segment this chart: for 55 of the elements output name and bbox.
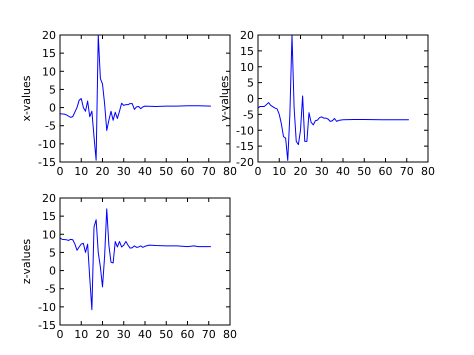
line-series [60,35,212,161]
y-tick-label: -15 [38,156,56,169]
y-axis-title: x-values [20,75,33,122]
y-tick-label: 10 [240,60,254,74]
y-tick-label: -20 [236,156,254,169]
x-tick-label: 70 [202,328,216,341]
y-tick-label: 0 [49,102,56,115]
y-tick-label: 0 [247,92,254,106]
y-tick-label: -5 [45,282,56,296]
x-tick-label: 60 [180,165,194,178]
x-tick-label: 10 [74,165,88,178]
y-tick-label: 20 [42,29,56,42]
x-tick-label: 30 [314,165,329,178]
x-tick-label: 10 [74,328,88,341]
y-tick-label: 15 [42,210,56,224]
y-tick-label: 5 [247,76,254,90]
y-axis-title: z-values [20,238,33,284]
x-tick-label: 30 [116,165,131,178]
y-tick-label: 0 [49,264,56,278]
x-tick-label: 80 [223,328,237,341]
x-tick-label: 80 [421,165,435,178]
line-series [60,208,212,310]
y-tick-label: 20 [240,29,254,42]
x-tick-label: 50 [159,328,174,341]
y-tick-label: 5 [49,246,56,260]
x-tick-label: 10 [272,165,286,178]
x-tick-label: 60 [378,165,392,178]
y-tick-label: 10 [42,65,56,78]
x-tick-label: 80 [223,165,237,178]
line-series [258,35,410,161]
x-tick-label: 40 [138,165,152,178]
y-tick-label: 20 [42,192,56,205]
y-tick-label: -10 [38,138,56,151]
y-tick-label: 15 [42,47,56,60]
x-tick-label: 40 [138,328,152,341]
y-tick-label: -5 [45,120,56,133]
x-tick-label: 50 [357,165,372,178]
y-tick-label: -15 [38,319,56,332]
x-tick-label: 20 [96,328,110,341]
x-tick-label: 20 [96,165,110,178]
y-tick-label: -10 [38,300,56,314]
x-tick-label: 60 [180,328,194,341]
x-tick-label: 20 [294,165,308,178]
y-tick-label: 5 [49,83,56,96]
y-tick-label: 10 [42,228,56,242]
y-axis-title: y-values [218,75,231,122]
x-tick-label: 70 [400,165,414,178]
x-tick-label: 40 [336,165,350,178]
y-tick-label: -5 [243,108,254,122]
y-tick-label: -10 [236,124,254,138]
y-tick-label: 15 [240,44,254,58]
x-tick-label: 30 [116,328,131,341]
y-tick-label: -15 [236,140,254,154]
x-tick-label: 50 [159,165,174,178]
x-tick-label: 70 [202,165,216,178]
